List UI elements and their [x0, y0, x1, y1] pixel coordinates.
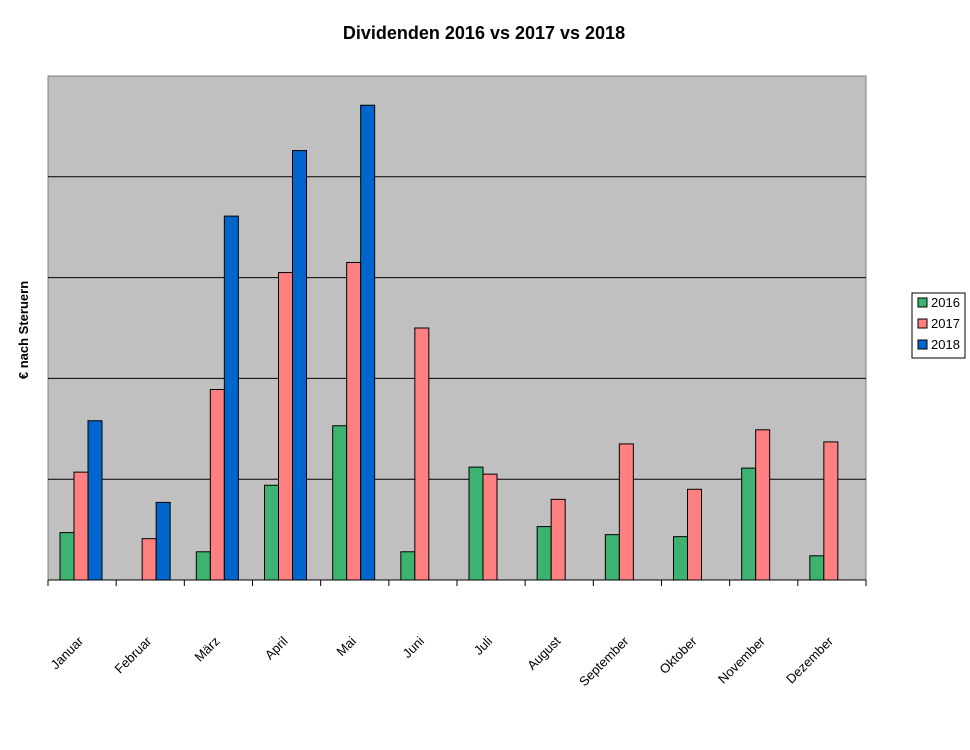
bar-2016-Juni: [400, 551, 416, 581]
bar-2017-November: [755, 429, 771, 581]
bar-2017-Februar: [141, 538, 157, 581]
bar-2016-Mai: [332, 425, 348, 581]
bar-2018-Mai: [360, 104, 376, 581]
bar-2016-Oktober: [673, 536, 688, 581]
bar-2017-Dezember: [823, 441, 839, 581]
x-axis: Januar Februar März April Mai Juni Juli August S…: [47, 579, 867, 689]
bar-2017-Juli: [482, 473, 498, 581]
bar-2016-September: [604, 534, 620, 581]
x-tick-label: Februar: [112, 633, 155, 676]
x-tick-label: März: [192, 634, 223, 665]
x-tick-label: Oktober: [656, 633, 700, 677]
y-axis-label: € nach Steruern: [16, 281, 31, 379]
x-tick-label: September: [576, 633, 632, 689]
bar-2018-Februar: [155, 501, 171, 581]
x-tick-label: November: [715, 633, 768, 686]
bar-2016-November: [741, 467, 757, 581]
bar-2016-April: [264, 484, 279, 581]
legend: 2016 2017 2018: [911, 292, 966, 359]
bar-2016-Januar: [59, 532, 75, 581]
legend-label-2016: 2016: [931, 295, 960, 310]
legend-swatch-2016: [917, 297, 928, 308]
legend-label-2017: 2017: [931, 316, 960, 331]
x-tick-label: Juli: [471, 633, 495, 657]
bar-2017-Juni: [414, 327, 430, 581]
bar-2017-März: [209, 388, 225, 581]
x-tick-label: Juni: [400, 633, 428, 661]
legend-swatch-2018: [917, 339, 928, 350]
bar-2018-März: [223, 215, 239, 581]
x-tick-label: April: [262, 633, 291, 662]
bar-2018-April: [292, 150, 307, 581]
bar-2017-September: [618, 443, 634, 581]
x-tick-label: August: [524, 633, 563, 672]
bar-2017-August: [550, 498, 566, 581]
legend-label-2018: 2018: [931, 337, 960, 352]
x-tick-label: Januar: [47, 633, 86, 672]
bar-2016-August: [536, 526, 552, 581]
chart-title: Dividenden 2016 vs 2017 vs 2018: [343, 23, 625, 43]
bars: [59, 104, 839, 581]
bar-2017-Oktober: [687, 488, 702, 581]
bar-2016-März: [195, 551, 211, 581]
bar-2016-Dezember: [809, 555, 825, 581]
bar-2017-Januar: [73, 471, 89, 581]
legend-swatch-2017: [917, 318, 928, 329]
x-tick-label: Mai: [333, 633, 358, 658]
plot-area: [47, 75, 867, 581]
bar-2018-Januar: [87, 420, 103, 581]
x-tick-label: Dezember: [783, 633, 836, 686]
bar-2017-April: [278, 272, 293, 581]
plot-background: [47, 75, 867, 581]
bar-2016-Juli: [468, 466, 484, 581]
bar-2017-Mai: [346, 261, 362, 581]
